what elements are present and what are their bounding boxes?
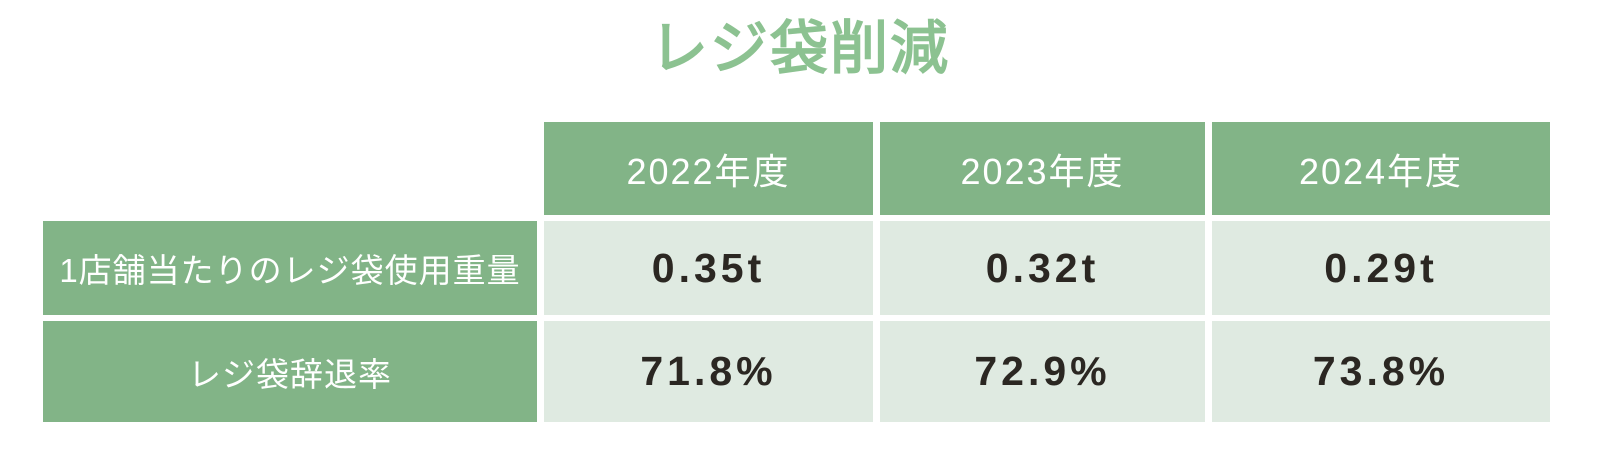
column-header-2024: 2024年度 — [1212, 122, 1550, 215]
value-bag-weight-2024: 0.29t — [1212, 221, 1550, 315]
row-header-bag-weight-per-store: 1店舗当たりのレジ袋使用重量 — [43, 221, 537, 315]
plastic-bag-reduction-figure: レジ袋削減 2022年度 2023年度 2024年度 1店舗当たりのレジ袋使用重… — [0, 14, 1600, 422]
value-bag-weight-2023: 0.32t — [880, 221, 1205, 315]
data-table: 2022年度 2023年度 2024年度 1店舗当たりのレジ袋使用重量 0.35… — [43, 122, 1600, 422]
corner-spacer — [43, 122, 537, 215]
value-refusal-rate-2022: 71.8% — [544, 321, 873, 422]
page-title: レジ袋削減 — [649, 16, 950, 81]
row-header-bag-refusal-rate: レジ袋辞退率 — [43, 321, 537, 422]
value-refusal-rate-2024: 73.8% — [1212, 321, 1550, 422]
value-refusal-rate-2023: 72.9% — [880, 321, 1205, 422]
column-header-2023: 2023年度 — [880, 122, 1205, 215]
column-header-2022: 2022年度 — [544, 122, 873, 215]
value-bag-weight-2022: 0.35t — [544, 221, 873, 315]
